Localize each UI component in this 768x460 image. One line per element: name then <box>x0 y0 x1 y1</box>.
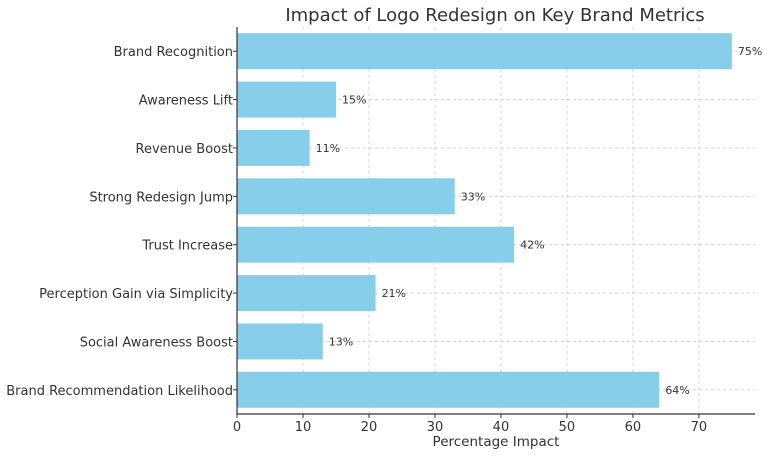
y-tick-label: Brand Recommendation Likelihood <box>6 384 233 399</box>
bar-social-awareness-boost <box>237 323 323 360</box>
x-tick-label: 30 <box>427 420 444 435</box>
y-tick-label: Brand Recognition <box>114 45 233 60</box>
x-tick-label: 10 <box>295 420 312 435</box>
chart-title: Impact of Logo Redesign on Key Brand Met… <box>285 5 704 26</box>
y-tick-label: Strong Redesign Jump <box>89 190 233 205</box>
bar-trust-increase <box>237 226 515 263</box>
x-tick-label: 50 <box>559 420 576 435</box>
bar-revenue-boost <box>237 129 310 166</box>
y-tick-label: Social Awareness Boost <box>80 335 233 350</box>
data-label: 11% <box>316 142 340 155</box>
data-label: 64% <box>665 384 689 397</box>
x-tick-label: 70 <box>691 420 708 435</box>
bar-awareness-lift <box>237 81 336 118</box>
y-tick-label: Awareness Lift <box>139 94 233 109</box>
y-tick-label: Perception Gain via Simplicity <box>39 287 233 302</box>
x-tick-label: 0 <box>233 420 241 435</box>
data-label: 21% <box>382 287 406 300</box>
bar-brand-recommendation-likelihood <box>237 371 660 408</box>
x-tick-label: 20 <box>361 420 378 435</box>
x-axis-label: Percentage Impact <box>433 434 560 450</box>
bar-brand-recognition <box>237 33 732 70</box>
data-label: 42% <box>520 239 544 252</box>
x-tick-label: 60 <box>625 420 642 435</box>
y-tick-label: Revenue Boost <box>136 142 233 157</box>
data-label: 33% <box>461 190 485 203</box>
y-tick-label: Trust Increase <box>141 239 233 254</box>
bar-perception-gain-via-simplicity <box>237 275 376 312</box>
data-label: 13% <box>329 335 353 348</box>
data-label: 15% <box>342 94 366 107</box>
bar-strong-redesign-jump <box>237 178 455 215</box>
data-label: 75% <box>738 45 762 58</box>
x-tick-label: 40 <box>493 420 510 435</box>
